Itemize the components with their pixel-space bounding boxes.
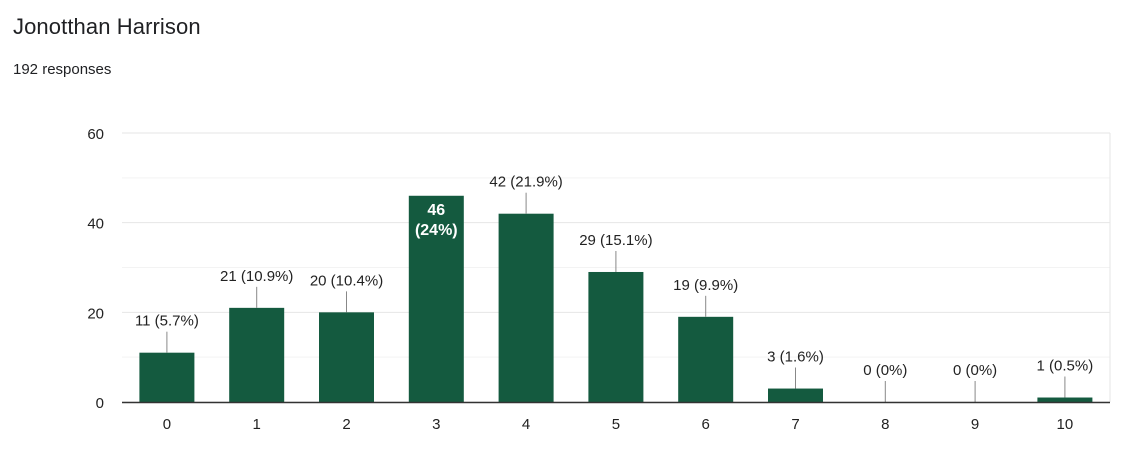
x-tick-label: 10 [1057,416,1074,433]
data-label: 19 (9.9%) [673,277,738,294]
data-label: 1 (0.5%) [1037,358,1094,375]
x-tick-label: 4 [522,416,530,433]
bar[interactable] [319,312,374,402]
x-tick-label: 8 [881,416,889,433]
x-tick-label: 2 [342,416,350,433]
bar[interactable] [229,307,285,402]
bar[interactable] [678,316,734,402]
bar[interactable] [498,213,554,402]
data-label: 29 (15.1%) [579,232,652,249]
x-tick-label: 5 [612,416,620,433]
x-tick-label: 6 [702,416,710,433]
bar[interactable] [1037,397,1093,402]
bar[interactable] [139,352,195,402]
data-label: 0 (0%) [863,362,907,379]
data-label: 46 [427,202,445,219]
data-label: 21 (10.9%) [220,268,293,285]
response-count: 192 responses [13,61,112,78]
x-tick-label: 1 [253,416,261,433]
data-label: 0 (0%) [953,362,997,379]
x-tick-label: 0 [163,416,171,433]
x-tick-label: 3 [432,416,440,433]
y-tick-label: 60 [87,126,104,143]
x-tick-label: 9 [971,416,979,433]
y-tick-label: 0 [96,395,104,412]
data-label: 20 (10.4%) [310,272,383,289]
bar[interactable] [768,388,823,402]
question-title: Jonotthan Harrison [13,14,201,39]
y-tick-label: 20 [87,305,104,322]
bar[interactable] [588,271,644,402]
data-label: (24%) [415,222,458,239]
y-tick-label: 40 [87,216,104,233]
data-label: 11 (5.7%) [135,313,199,330]
bar[interactable] [408,195,464,402]
x-tick-label: 7 [791,416,799,433]
data-label: 42 (21.9%) [489,174,562,191]
data-label: 3 (1.6%) [767,349,824,366]
